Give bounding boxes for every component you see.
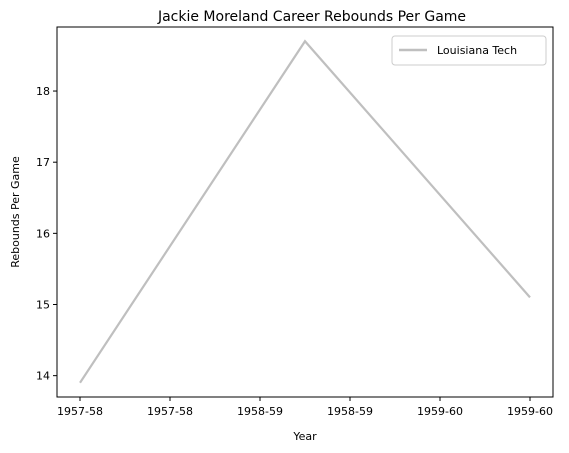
x-tick-label: 1959-60 [507,405,553,418]
legend-label: Louisiana Tech [437,44,517,57]
y-axis-label: Rebounds Per Game [9,156,22,268]
x-tick-label: 1957-58 [57,405,103,418]
plot-frame [56,26,554,398]
y-tick-label: 14 [36,370,50,383]
series-layer [79,39,531,384]
x-axis-label: Year [292,430,317,443]
x-tick-label: 1958-59 [327,405,373,418]
chart-title: Jackie Moreland Career Rebounds Per Game [157,9,466,25]
y-tick-label: 17 [36,156,50,169]
y-tick-label: 18 [36,85,50,98]
x-tick-label: 1959-60 [417,405,463,418]
y-axis: 14 15 16 17 18 [36,85,57,383]
y-tick-label: 16 [36,227,50,240]
legend-box [391,35,547,66]
legend: Louisiana Tech [391,35,547,66]
x-axis: 1957-58 1957-58 1958-59 1958-59 1959-60 1959-… [57,397,553,418]
series-line [79,39,531,384]
y-tick-label: 15 [36,299,50,312]
x-tick-label: 1958-59 [237,405,283,418]
x-tick-label: 1957-58 [147,405,193,418]
